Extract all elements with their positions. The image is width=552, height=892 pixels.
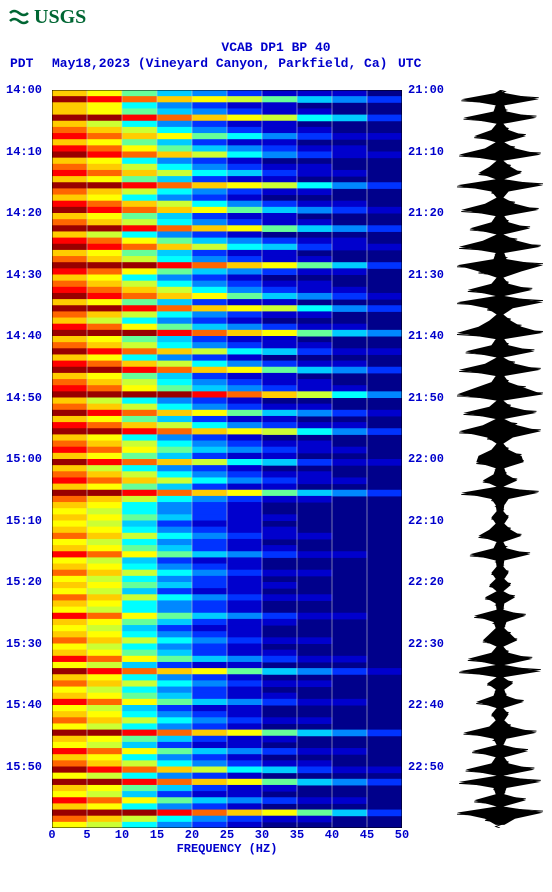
pdt-label: PDT bbox=[10, 56, 33, 71]
waveform-trace bbox=[455, 90, 545, 828]
chart-title: VCAB DP1 BP 40 bbox=[0, 40, 552, 55]
freq-tick: 20 bbox=[185, 828, 199, 842]
utc-tick: 22:30 bbox=[408, 637, 444, 651]
date-location: May18,2023 (Vineyard Canyon, Parkfield, … bbox=[52, 56, 387, 71]
utc-time-axis: 21:0021:1021:2021:3021:4021:5022:0022:10… bbox=[408, 90, 452, 828]
utc-label: UTC bbox=[398, 56, 421, 71]
utc-tick: 22:00 bbox=[408, 452, 444, 466]
utc-tick: 22:20 bbox=[408, 575, 444, 589]
freq-tick: 45 bbox=[360, 828, 374, 842]
pdt-tick: 14:20 bbox=[6, 206, 42, 220]
freq-tick: 0 bbox=[48, 828, 55, 842]
freq-tick: 50 bbox=[395, 828, 409, 842]
pdt-tick: 15:00 bbox=[6, 452, 42, 466]
pdt-tick: 14:50 bbox=[6, 391, 42, 405]
utc-tick: 22:40 bbox=[408, 698, 444, 712]
freq-tick: 10 bbox=[115, 828, 129, 842]
pdt-tick: 14:30 bbox=[6, 268, 42, 282]
pdt-tick: 14:10 bbox=[6, 145, 42, 159]
pdt-tick: 15:40 bbox=[6, 698, 42, 712]
usgs-text: USGS bbox=[34, 6, 86, 29]
freq-tick: 40 bbox=[325, 828, 339, 842]
spectrogram-chart bbox=[52, 90, 402, 828]
freq-tick: 35 bbox=[290, 828, 304, 842]
frequency-ticks: 05101520253035404550 bbox=[52, 828, 402, 842]
utc-tick: 21:30 bbox=[408, 268, 444, 282]
utc-tick: 21:40 bbox=[408, 329, 444, 343]
pdt-tick: 15:10 bbox=[6, 514, 42, 528]
utc-tick: 22:10 bbox=[408, 514, 444, 528]
utc-tick: 21:50 bbox=[408, 391, 444, 405]
utc-tick: 21:20 bbox=[408, 206, 444, 220]
frequency-axis-label: FREQUENCY (HZ) bbox=[52, 842, 402, 856]
pdt-tick: 15:30 bbox=[6, 637, 42, 651]
utc-tick: 21:00 bbox=[408, 83, 444, 97]
freq-tick: 15 bbox=[150, 828, 164, 842]
freq-tick: 5 bbox=[83, 828, 90, 842]
pdt-tick: 15:50 bbox=[6, 760, 42, 774]
pdt-time-axis: 14:0014:1014:2014:3014:4014:5015:0015:10… bbox=[6, 90, 50, 828]
pdt-tick: 15:20 bbox=[6, 575, 42, 589]
pdt-tick: 14:00 bbox=[6, 83, 42, 97]
utc-tick: 22:50 bbox=[408, 760, 444, 774]
freq-tick: 25 bbox=[220, 828, 234, 842]
utc-tick: 21:10 bbox=[408, 145, 444, 159]
pdt-tick: 14:40 bbox=[6, 329, 42, 343]
usgs-logo: USGS bbox=[8, 6, 86, 29]
freq-tick: 30 bbox=[255, 828, 269, 842]
